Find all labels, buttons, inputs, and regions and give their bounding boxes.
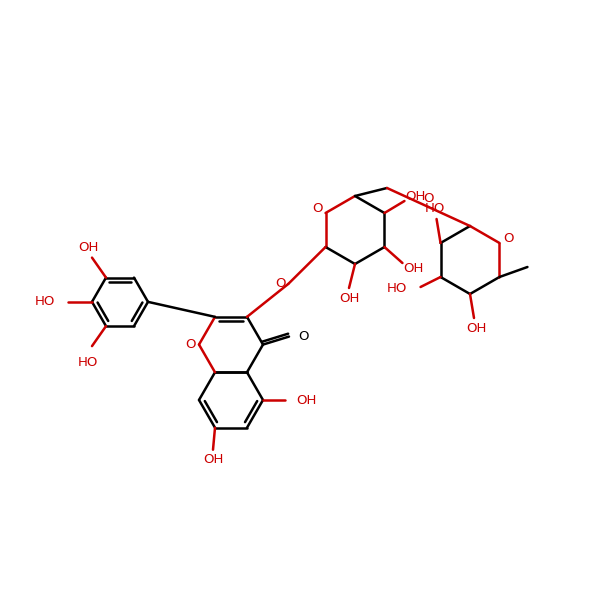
Text: OH: OH (296, 394, 316, 407)
Text: OH: OH (339, 292, 359, 305)
Text: HO: HO (78, 356, 98, 369)
Text: HO: HO (424, 202, 445, 214)
Text: O: O (313, 202, 323, 215)
Text: HO: HO (387, 283, 407, 295)
Text: O: O (275, 277, 286, 290)
Text: OH: OH (203, 453, 223, 466)
Text: O: O (186, 338, 196, 351)
Text: O: O (298, 330, 308, 343)
Text: OH: OH (78, 241, 98, 254)
Text: O: O (503, 232, 514, 245)
Text: OH: OH (466, 323, 486, 335)
Text: OH: OH (403, 262, 424, 275)
Text: OH: OH (405, 191, 425, 203)
Text: HO: HO (35, 295, 55, 308)
Text: O: O (423, 191, 434, 205)
